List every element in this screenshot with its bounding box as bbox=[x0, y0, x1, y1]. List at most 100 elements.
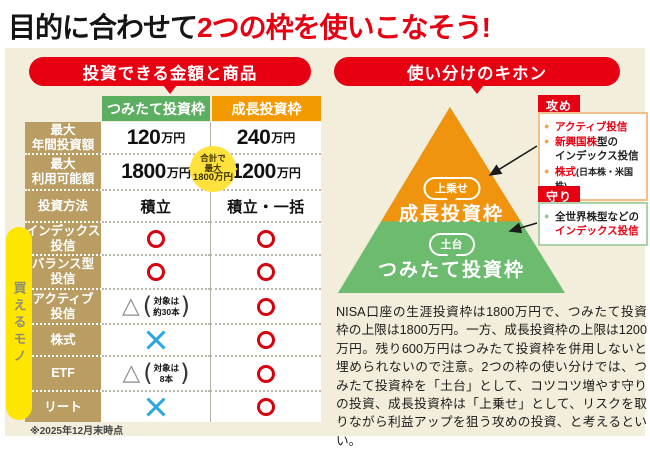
callout-tag-defense: 守り bbox=[538, 186, 581, 207]
section-header-amounts: 投資できる金額と商品 bbox=[29, 57, 311, 86]
table-row: 株式 bbox=[25, 323, 321, 355]
circle-symbol bbox=[257, 364, 275, 383]
table-row: リート bbox=[25, 390, 321, 422]
triangle-symbol: △ bbox=[122, 293, 140, 319]
table-cell: 240 万円 bbox=[210, 122, 321, 153]
header-spacer bbox=[25, 96, 102, 121]
amount-number: 1800 bbox=[121, 160, 166, 183]
table-cell bbox=[210, 355, 321, 390]
table-cell: 積立・一括 bbox=[210, 189, 321, 221]
circle-symbol bbox=[257, 331, 275, 349]
table-cell bbox=[210, 288, 321, 323]
paren-close: ) bbox=[180, 358, 190, 387]
explanation-paragraph: NISA口座の生涯投資枠は1800万円で、つみたて投資枠の上限は1800万円。一… bbox=[336, 305, 647, 448]
callout-box-defense: ● 全世界株型などの インデックス投信 bbox=[538, 202, 648, 247]
cross-symbol bbox=[146, 330, 166, 350]
callout-text: 型の bbox=[597, 136, 618, 149]
table-cell: △(対象は 約30本) bbox=[102, 288, 210, 323]
amount-unit: 万円 bbox=[161, 131, 186, 145]
callout-text: 新興国株 bbox=[555, 136, 597, 149]
amount-unit: 万円 bbox=[271, 131, 296, 145]
title-prefix: 目的に合わせて bbox=[8, 12, 198, 43]
pyramid-bottom-tag: 土台 bbox=[428, 233, 475, 256]
callout-text: インデックス投信 bbox=[555, 225, 639, 238]
triangle-symbol: △ bbox=[122, 360, 141, 386]
row-label: 投資方法 bbox=[25, 189, 102, 221]
table-row: バランス型 投信 bbox=[25, 254, 321, 288]
table-cell: 120 万円 bbox=[102, 122, 210, 153]
pyramid-diagram: 上乗せ 成長投資枠 土台 つみたて投資枠 bbox=[338, 107, 565, 293]
row-label: バランス型 投信 bbox=[25, 254, 102, 288]
circle-symbol bbox=[147, 229, 165, 248]
section-header-usage: 使い分けのキホン bbox=[334, 57, 620, 86]
paren-close: ) bbox=[180, 291, 190, 320]
table-cell bbox=[210, 390, 321, 422]
amount-number: 120 bbox=[126, 125, 161, 149]
bullet-icon: ● bbox=[544, 121, 550, 131]
table-row: 最大 年間投資額 120 万円 240 万円 bbox=[25, 122, 321, 153]
table-cell bbox=[210, 323, 321, 355]
table-row: アクティブ 投信 △(対象は 約30本) bbox=[25, 288, 321, 323]
circle-symbol bbox=[257, 398, 275, 416]
callout-text: インデックス投信 bbox=[555, 150, 639, 163]
footnote: ※2025年12月末時点 bbox=[30, 426, 124, 437]
table-cell bbox=[210, 254, 321, 288]
circle-symbol bbox=[147, 263, 165, 281]
circle-symbol bbox=[257, 263, 275, 281]
row-label: アクティブ 投信 bbox=[25, 288, 102, 323]
row-label: 最大 年間投資額 bbox=[25, 122, 102, 153]
paren-open: ( bbox=[143, 358, 153, 387]
table-cell bbox=[102, 254, 210, 288]
bullet-icon: ● bbox=[544, 211, 550, 221]
column-header-tsumitate: つみたて投資枠 bbox=[102, 96, 210, 121]
table-cell bbox=[210, 221, 321, 254]
paren-open: ( bbox=[142, 291, 153, 320]
condition-note-text: 対象は 約30本 bbox=[153, 296, 180, 317]
row-label: インデックス 投信 bbox=[25, 221, 102, 254]
table-row: 最大 利用可能額 1800 万円 1200 万円 bbox=[25, 153, 321, 189]
bullet-icon: ● bbox=[544, 165, 550, 176]
callout-text: 全世界株型などの bbox=[555, 211, 639, 223]
pyramid-bottom-label: つみたて投資枠 bbox=[377, 260, 526, 281]
page-title: 目的に合わせて2つの枠を使いこなそう! bbox=[8, 6, 491, 46]
cross-symbol bbox=[146, 397, 166, 417]
callout-item: ● アクティブ投信 bbox=[544, 120, 643, 134]
table-cell bbox=[102, 323, 210, 355]
total-badge: 合計で 最大 1800万円 bbox=[190, 146, 236, 192]
column-header-growth: 成長投資枠 bbox=[210, 96, 321, 121]
circle-symbol bbox=[257, 297, 275, 316]
callout-text: 株式 bbox=[555, 165, 576, 178]
table-cell bbox=[102, 221, 210, 254]
table-row: 投資方法 積立 積立・一括 bbox=[25, 189, 321, 221]
row-label: ETF bbox=[25, 355, 102, 390]
table-cell bbox=[102, 390, 210, 422]
bullet-icon: ● bbox=[544, 136, 550, 147]
callout-tag-attack: 攻め bbox=[538, 95, 581, 116]
callout-text: アクティブ投信 bbox=[555, 121, 628, 133]
title-highlight: 2つの枠を使いこなそう! bbox=[197, 12, 491, 43]
comparison-table: つみたて投資枠 成長投資枠 最大 年間投資額 120 万円 240 万円 最大 利用可能額 18… bbox=[25, 96, 321, 422]
callout-item: ● 全世界株型などの インデックス投信 bbox=[544, 210, 643, 238]
badge-line3: 1800万円 bbox=[192, 172, 234, 184]
condition-note: (対象は 8本) bbox=[143, 358, 190, 387]
row-label: 株式 bbox=[25, 323, 102, 355]
callout-item: ● 新興国株型の インデックス投信 bbox=[544, 135, 643, 163]
pyramid-top-label: 成長投資枠 bbox=[398, 204, 505, 225]
row-label: 最大 利用可能額 bbox=[25, 153, 102, 189]
amount-number: 240 bbox=[236, 125, 271, 149]
condition-note-text: 対象は 8本 bbox=[153, 363, 180, 384]
circle-symbol bbox=[257, 229, 275, 248]
condition-note: (対象は 約30本) bbox=[142, 291, 190, 320]
table-cell: 積立 bbox=[102, 189, 210, 221]
table-row: ETF △(対象は 8本) bbox=[25, 355, 321, 390]
callout-text: (日本株・米国株) bbox=[555, 166, 633, 191]
table-header-row: つみたて投資枠 成長投資枠 bbox=[25, 96, 321, 121]
row-label: リート bbox=[25, 390, 102, 422]
badge-line2: 最大 bbox=[204, 162, 222, 173]
table-row: インデックス 投信 bbox=[25, 221, 321, 254]
table-cell: △(対象は 8本) bbox=[102, 355, 210, 390]
table-rows: 最大 年間投資額 120 万円 240 万円 最大 利用可能額 1800 万円 1200 万円 投資方法… bbox=[25, 122, 321, 422]
side-label-buyable: 買えるモノ bbox=[6, 227, 32, 420]
callout-item: ● 株式(日本株・米国株) bbox=[544, 165, 643, 193]
